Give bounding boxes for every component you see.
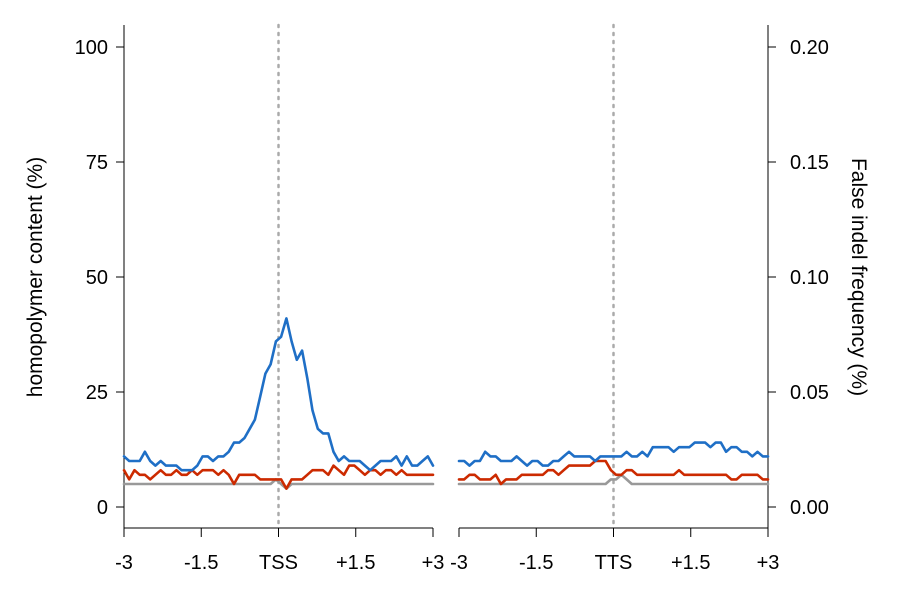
left-y-tick-label: 0 <box>97 497 108 519</box>
chart-plot-area <box>122 23 770 530</box>
right-y-tick-label: 0.15 <box>790 152 829 174</box>
x-tick-label: -1.5 <box>519 552 553 574</box>
left-y-tick-label: 100 <box>75 37 108 59</box>
right-y-tick-label: 0.10 <box>790 267 829 289</box>
x-tick-label: +1.5 <box>336 552 375 574</box>
right-y-tick-label: 0.00 <box>790 497 829 519</box>
chart-frame: 0 25 50 75 100 0.00 0.05 0.10 0.15 0.20 -3 -1.5 TSS +… <box>75 25 829 574</box>
right-y-tick-label: 0.20 <box>790 37 829 59</box>
series-line <box>122 478 435 490</box>
left-y-tick-label: 25 <box>86 382 108 404</box>
x-tick-label: +3 <box>757 552 780 574</box>
series-line <box>122 464 435 490</box>
series-line <box>457 441 770 467</box>
x-tick-label: -3 <box>450 552 468 574</box>
x-tick-label: -3 <box>115 552 133 574</box>
series-line <box>122 317 435 472</box>
right-y-tick-label: 0.05 <box>790 382 829 404</box>
left-y-tick-label: 50 <box>86 267 108 289</box>
left-y-tick-label: 75 <box>86 152 108 174</box>
left-axis-title: homopolymer content (%) <box>24 157 47 397</box>
x-tick-label: TTS <box>595 552 633 574</box>
x-tick-label: -1.5 <box>184 552 218 574</box>
x-tick-label: TSS <box>259 552 298 574</box>
right-axis-title: False indel frequency (%) <box>847 158 870 396</box>
x-tick-label: +3 <box>422 552 445 574</box>
series-line <box>457 473 770 486</box>
series-line <box>457 459 770 486</box>
x-tick-label: +1.5 <box>671 552 710 574</box>
